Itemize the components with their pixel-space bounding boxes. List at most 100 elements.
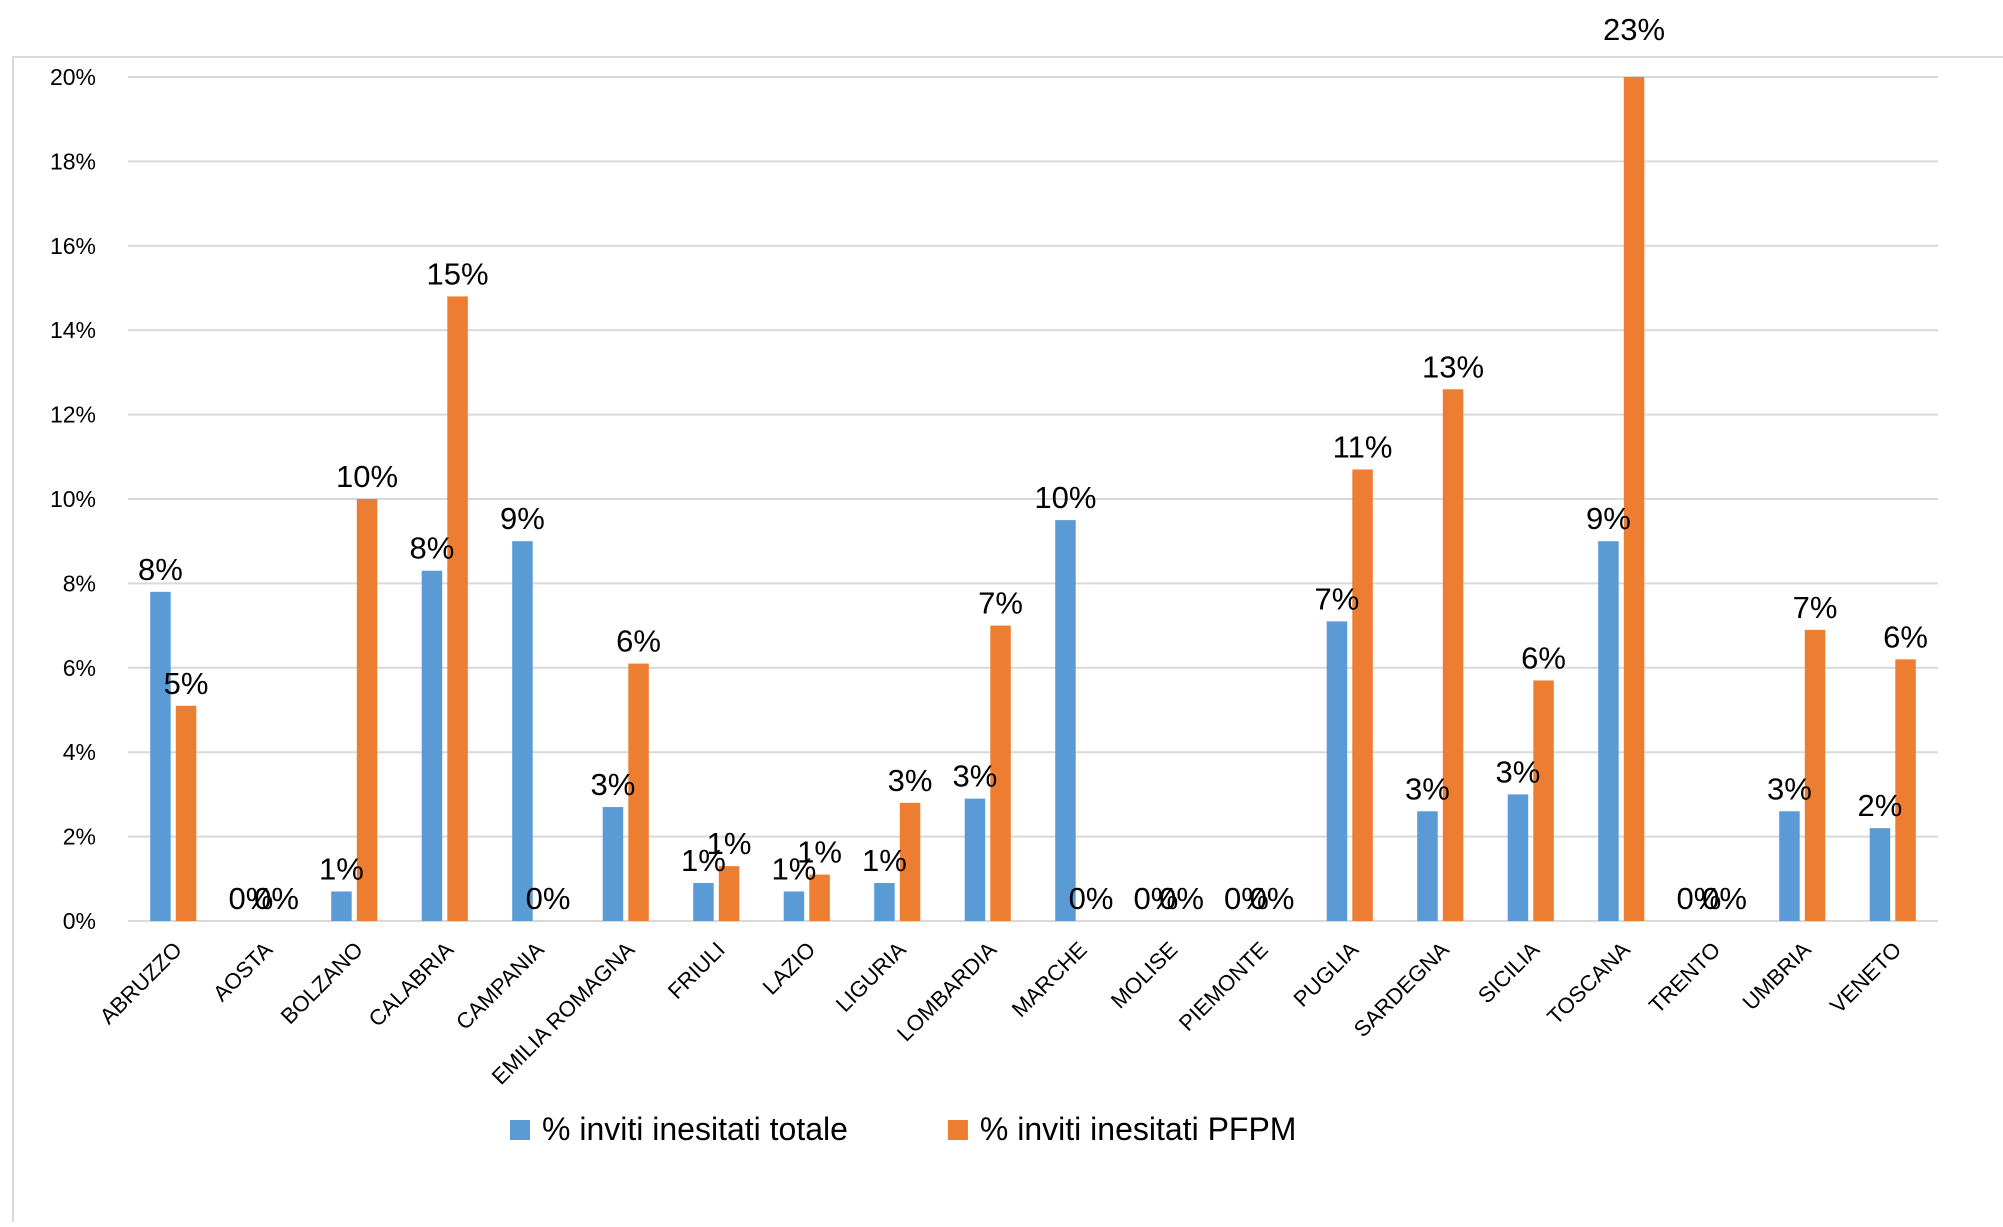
bar — [693, 883, 714, 921]
x-tick-label: PUGLIA — [1289, 937, 1364, 1012]
data-label: 6% — [1883, 619, 1928, 654]
data-label: 1% — [707, 826, 752, 861]
data-label: 8% — [138, 552, 183, 587]
x-tick-label: CALABRIA — [364, 937, 459, 1032]
data-label: 3% — [888, 763, 933, 798]
y-tick-label: 4% — [63, 739, 96, 765]
y-tick-label: 14% — [50, 317, 96, 343]
bar — [356, 499, 378, 921]
bar — [1598, 541, 1619, 921]
data-label: 1% — [681, 843, 726, 878]
data-label: 3% — [1496, 754, 1541, 789]
bar — [809, 874, 830, 921]
y-tick-label: 8% — [63, 570, 96, 596]
bar — [1895, 659, 1916, 921]
bar — [1533, 680, 1554, 921]
x-tick-label: BOLZANO — [276, 937, 368, 1029]
bar — [331, 891, 352, 921]
x-tick-label: FRIULI — [663, 937, 730, 1004]
x-tick-label: LIGURIA — [831, 937, 911, 1017]
data-label: 10% — [336, 459, 398, 494]
bar — [421, 570, 443, 921]
bar — [1326, 621, 1348, 921]
data-label: 3% — [1767, 771, 1812, 806]
data-label: 0% — [1250, 881, 1295, 916]
data-label: 0% — [1134, 881, 1179, 916]
bar — [1442, 389, 1464, 921]
bar — [1417, 811, 1438, 921]
bar — [175, 705, 197, 921]
y-tick-label: 12% — [50, 402, 96, 428]
y-tick-label: 18% — [50, 148, 96, 174]
data-label: 1% — [862, 843, 907, 878]
bar — [447, 296, 468, 921]
y-tick-label: 10% — [50, 486, 96, 512]
x-tick-label: TRENTO — [1644, 937, 1725, 1018]
chart-frame — [12, 56, 2003, 1227]
data-label: 1% — [772, 851, 817, 886]
bar — [512, 541, 533, 921]
bar — [602, 807, 624, 921]
bar — [1779, 811, 1800, 921]
bar — [1352, 469, 1373, 921]
data-label: 11% — [1333, 429, 1393, 464]
legend-swatch — [510, 1120, 530, 1140]
legend-swatch — [947, 1120, 968, 1140]
data-label: 10% — [1034, 480, 1096, 515]
data-label: 0% — [526, 881, 571, 916]
data-label: 3% — [1405, 771, 1450, 806]
x-tick-label: SICILIA — [1473, 937, 1545, 1009]
data-label: 0% — [1702, 881, 1747, 916]
bar — [899, 802, 921, 921]
bar — [990, 625, 1011, 921]
data-label: 7% — [1793, 590, 1838, 625]
data-label: 6% — [616, 624, 661, 659]
data-label: 0% — [1069, 881, 1114, 916]
x-tick-label: TOSCANA — [1542, 937, 1635, 1030]
x-tick-label: UMBRIA — [1738, 937, 1816, 1015]
data-label: 3% — [953, 759, 998, 794]
data-label: 0% — [254, 881, 299, 916]
x-tick-label: SARDEGNA — [1349, 937, 1454, 1042]
data-label: 1% — [797, 835, 842, 870]
bar — [1623, 77, 1645, 921]
bars — [150, 77, 1916, 921]
legend-label: % inviti inesitati PFPM — [980, 1111, 1297, 1147]
data-label: 0% — [1677, 881, 1722, 916]
bar — [150, 591, 171, 921]
bar — [1869, 828, 1891, 921]
data-label: 2% — [1858, 788, 1903, 823]
data-label: 9% — [1586, 501, 1631, 536]
legend-label: % inviti inesitati totale — [542, 1111, 848, 1147]
data-label: 15% — [427, 256, 489, 291]
data-label: 8% — [410, 531, 455, 566]
y-tick-label: 2% — [63, 824, 96, 850]
grid — [128, 76, 1938, 922]
x-tick-label: LAZIO — [758, 937, 821, 1000]
x-tick-label: PIEMONTE — [1174, 937, 1273, 1036]
data-label: 7% — [1315, 581, 1360, 616]
y-tick-label: 0% — [63, 908, 96, 934]
x-tick-label: CAMPANIA — [451, 937, 549, 1035]
data-label: 13% — [1422, 349, 1484, 384]
data-label: 0% — [1159, 881, 1204, 916]
data-label: 7% — [978, 586, 1023, 621]
y-tick-label: 16% — [50, 233, 96, 259]
bar — [1055, 520, 1076, 921]
data-label: 1% — [319, 851, 364, 886]
bar — [874, 883, 895, 921]
data-label: 5% — [164, 666, 209, 701]
x-tick-label: VENETO — [1825, 937, 1906, 1018]
data-label: 3% — [591, 767, 636, 802]
x-tick-label: MOLISE — [1106, 937, 1182, 1013]
labels: 0% 2% 4% 6% 8% 10% 12% 14% 16% 18% 20% ABRUZZO 8% 5% A… — [50, 12, 1928, 1147]
data-label: 23% — [1603, 12, 1665, 47]
y-tick-label: 6% — [63, 655, 96, 681]
bar — [1804, 629, 1826, 921]
x-tick-label: ABRUZZO — [95, 937, 187, 1029]
bar — [783, 891, 805, 921]
bar — [628, 663, 649, 921]
data-label: 9% — [500, 501, 545, 536]
bar — [964, 798, 986, 921]
